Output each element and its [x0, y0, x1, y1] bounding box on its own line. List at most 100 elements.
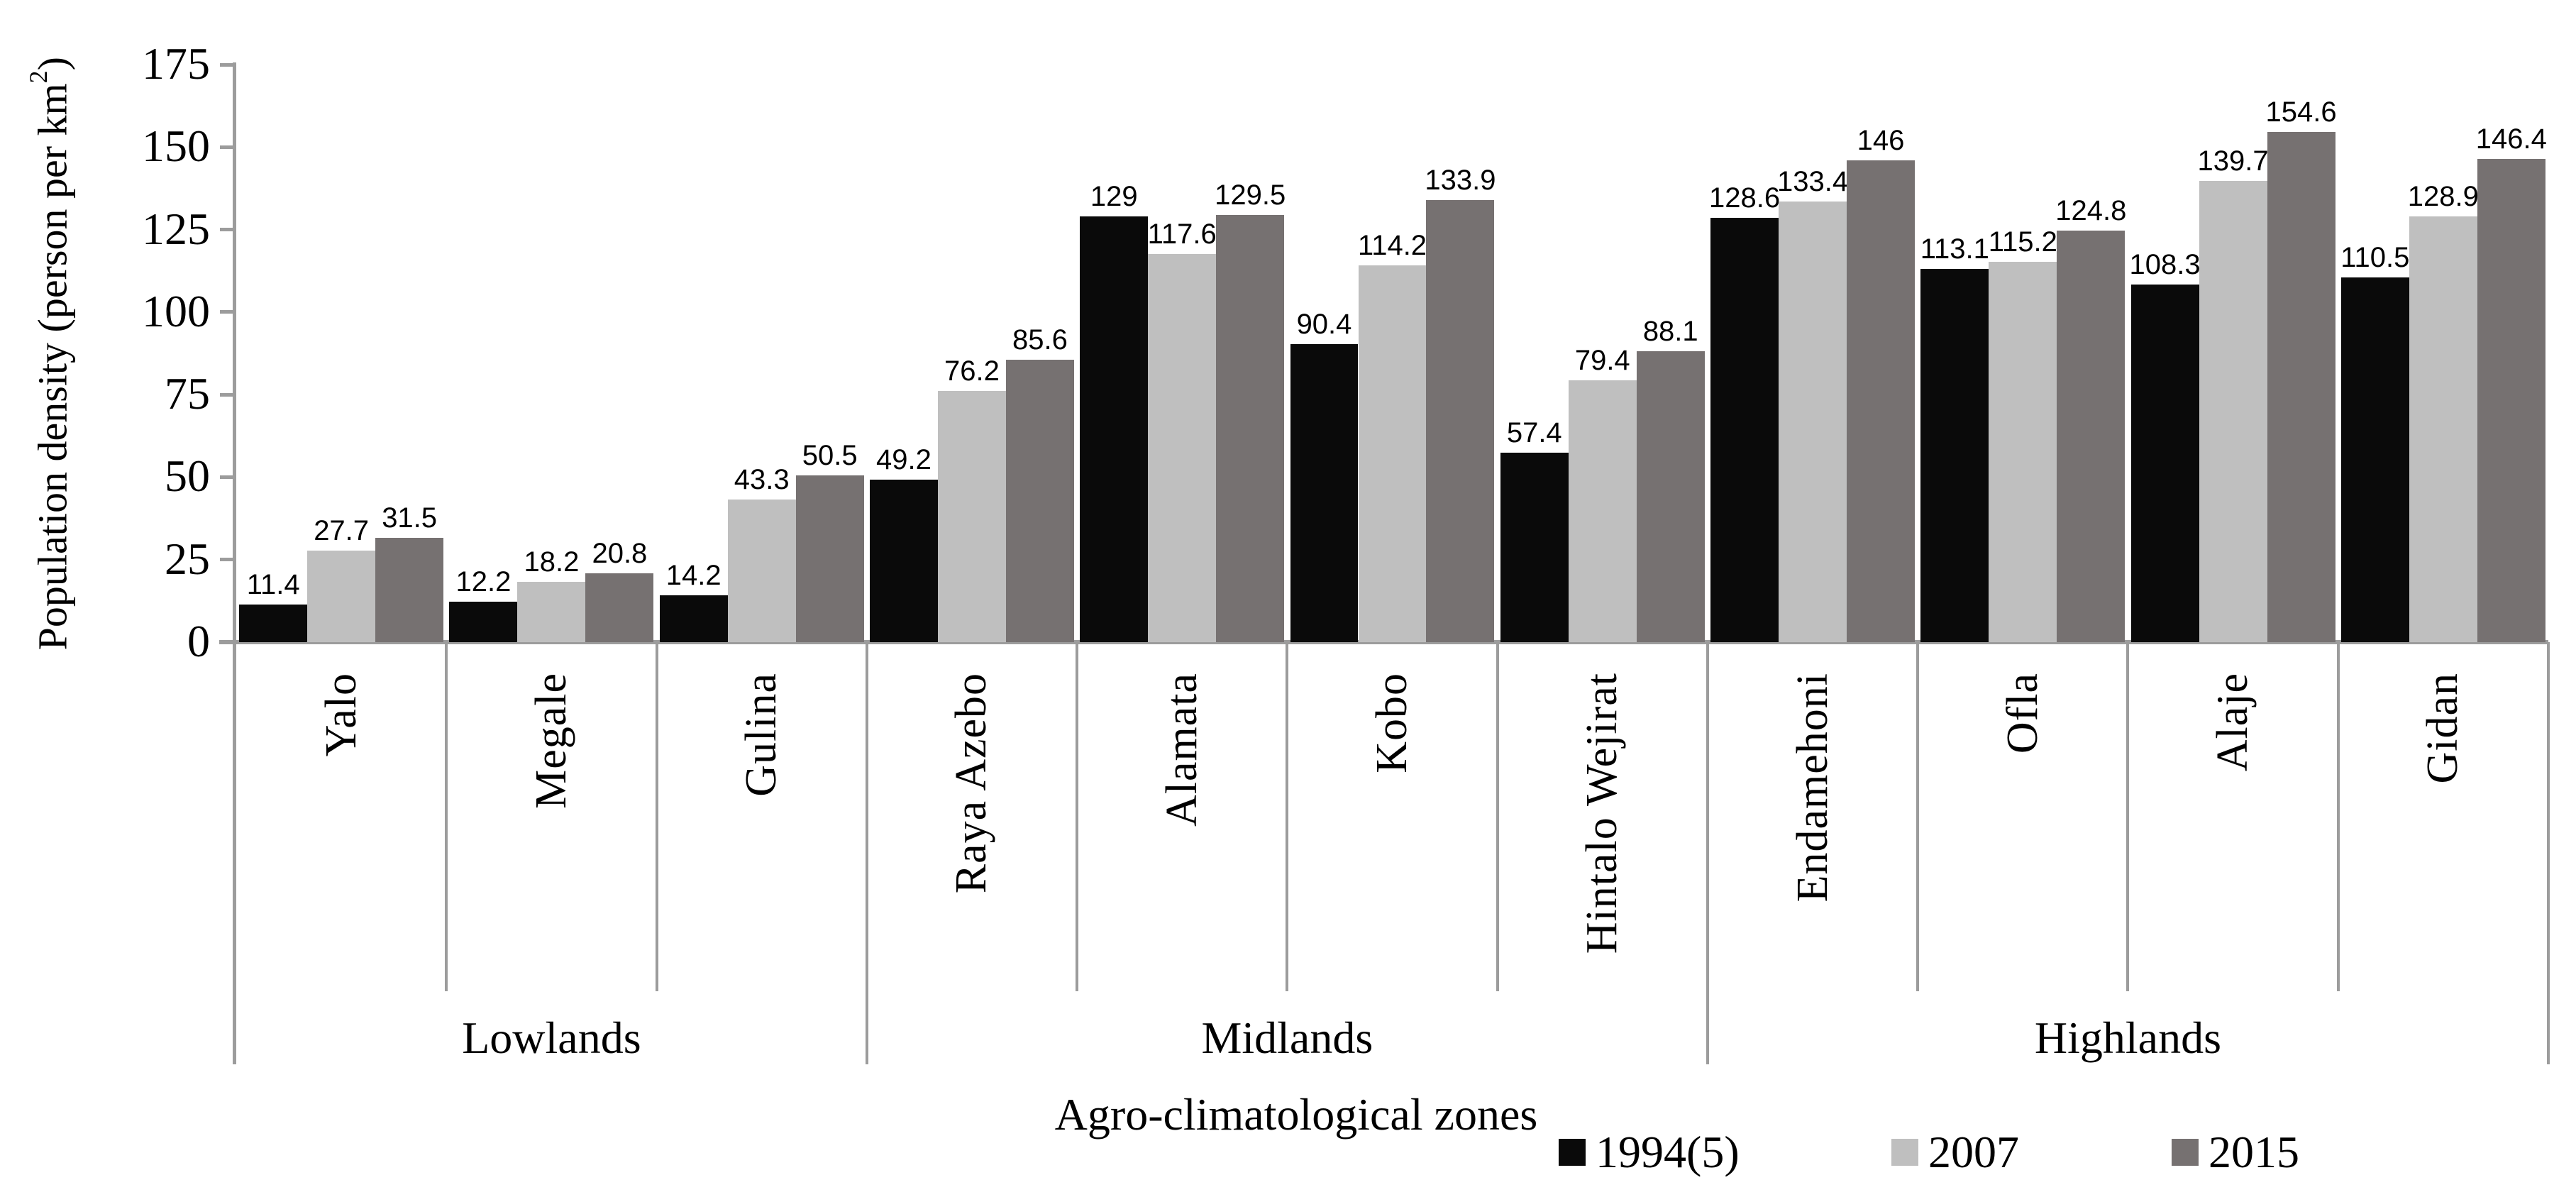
bar-alamata-2007 [1148, 253, 1217, 642]
district-label-cell: Gulina [657, 673, 867, 985]
bar-alamata-2015 [1216, 214, 1285, 642]
y-tick-mark [220, 62, 233, 67]
bar-endamehoni-1994(5) [1710, 217, 1779, 642]
bar-value-label: 57.4 [1506, 417, 1562, 448]
zone-label-highlands: Highlands [2034, 1013, 2221, 1063]
bar-value-label: 31.5 [382, 502, 438, 534]
bar-alamata-1994(5) [1080, 216, 1149, 642]
bar-gidan-2015 [2477, 159, 2545, 642]
legend-item-2007: 2007 [1891, 1130, 2019, 1175]
bar-value-label: 129 [1090, 180, 1138, 212]
district-label: Hintalo Wejirat [1578, 673, 1627, 954]
y-tick-mark [220, 392, 233, 397]
bar-value-label: 90.4 [1296, 308, 1352, 340]
y-tick-mark [220, 475, 233, 479]
bar-alaje-2007 [2199, 181, 2267, 642]
y-tick-mark [220, 228, 233, 232]
bar-alaje-2015 [2267, 131, 2335, 642]
y-tick-label: 100 [142, 285, 210, 336]
bar-value-label: 154.6 [2265, 96, 2337, 128]
district-separator-line [445, 642, 448, 991]
bar-value-label: 114.2 [1357, 229, 1427, 261]
bar-megale-2015 [585, 573, 654, 642]
district-label: Gidan [2419, 673, 2467, 784]
bar-yalo-2015 [375, 538, 444, 642]
bar-endamehoni-2007 [1779, 202, 1847, 642]
legend-swatch [1891, 1139, 1918, 1166]
district-label-cell: Raya Azebo [867, 673, 1077, 985]
district-label-cell: Kobo [1287, 673, 1497, 985]
bar-raya-azebo-1994(5) [869, 480, 938, 642]
district-label: Ofla [1998, 673, 2047, 754]
zone-boundary-line [1706, 642, 1709, 1064]
bar-value-label: 146 [1857, 124, 1905, 156]
district-separator-line [1916, 642, 1920, 991]
bar-raya-azebo-2015 [1005, 359, 1074, 642]
district-separator-line [1286, 642, 1289, 991]
legend-item-2015: 2015 [2172, 1130, 2299, 1175]
bar-yalo-2007 [307, 551, 376, 642]
district-label: Endamehoni [1788, 673, 1837, 903]
district-label: Megale [526, 673, 575, 809]
bar-value-label: 20.8 [592, 538, 648, 570]
bar-value-label: 85.6 [1012, 324, 1068, 355]
bar-gulina-2015 [795, 475, 864, 642]
y-axis-line [233, 62, 236, 1064]
legend-swatch [1559, 1139, 1586, 1166]
district-label-cell: Yalo [236, 673, 446, 985]
y-tick-label: 0 [187, 616, 210, 666]
legend-label: 1994(5) [1596, 1127, 1740, 1177]
bar-hintalo-wejirat-2007 [1568, 380, 1637, 642]
bar-ofla-2007 [1989, 262, 2057, 642]
bar-value-label: 18.2 [524, 546, 580, 578]
y-tick-label: 25 [165, 533, 210, 584]
bar-value-label: 49.2 [876, 444, 932, 476]
y-tick-mark [220, 558, 233, 562]
district-label: Kobo [1367, 673, 1416, 773]
bar-kobo-1994(5) [1290, 343, 1359, 642]
district-label: Yalo [316, 673, 365, 757]
bar-gulina-2007 [727, 499, 796, 642]
district-label: Raya Azebo [947, 673, 996, 894]
bar-value-label: 50.5 [802, 440, 858, 472]
district-label: Alamata [1157, 673, 1206, 827]
bar-value-label: 110.5 [2340, 242, 2410, 274]
bar-value-label: 133.9 [1425, 165, 1496, 197]
bar-value-label: 146.4 [2475, 123, 2547, 155]
bar-gidan-2007 [2409, 216, 2477, 642]
y-tick-mark [220, 310, 233, 314]
bar-value-label: 11.4 [246, 568, 300, 600]
y-tick-label: 50 [165, 451, 210, 502]
district-label-cell: Megale [446, 673, 656, 985]
bar-hintalo-wejirat-2015 [1636, 351, 1705, 642]
bar-value-label: 12.2 [455, 566, 512, 598]
bar-value-label: 128.9 [2407, 181, 2479, 213]
y-tick-label: 175 [142, 38, 210, 89]
bar-endamehoni-2015 [1847, 160, 1916, 642]
y-tick-mark [220, 640, 233, 644]
district-label-cell: Alaje [2128, 673, 2338, 985]
district-label: Gulina [737, 673, 786, 797]
bar-value-label: 133.4 [1776, 166, 1849, 198]
bar-ofla-2015 [2057, 230, 2126, 642]
bar-value-label: 43.3 [734, 463, 790, 495]
district-separator-line [2126, 642, 2130, 991]
legend-item-19945: 1994(5) [1559, 1127, 1740, 1177]
x-axis-title: Agro-climatological zones [1054, 1089, 1538, 1140]
bar-value-label: 117.6 [1147, 218, 1217, 250]
bar-megale-2007 [517, 582, 586, 642]
bar-value-label: 76.2 [944, 355, 1000, 387]
bar-value-label: 79.4 [1574, 344, 1630, 376]
district-separator-line [1076, 642, 1079, 991]
bar-ofla-1994(5) [1920, 268, 1989, 642]
bar-value-label: 113.1 [1920, 233, 1989, 265]
district-label-cell: Alamata [1077, 673, 1287, 985]
y-tick-label: 75 [165, 368, 210, 419]
legend-swatch [2172, 1139, 2199, 1166]
district-label-cell: Endamehoni [1708, 673, 1918, 985]
district-label-cell: Gidan [2338, 673, 2548, 985]
district-separator-line [2336, 642, 2340, 991]
bar-value-label: 88.1 [1642, 316, 1698, 348]
